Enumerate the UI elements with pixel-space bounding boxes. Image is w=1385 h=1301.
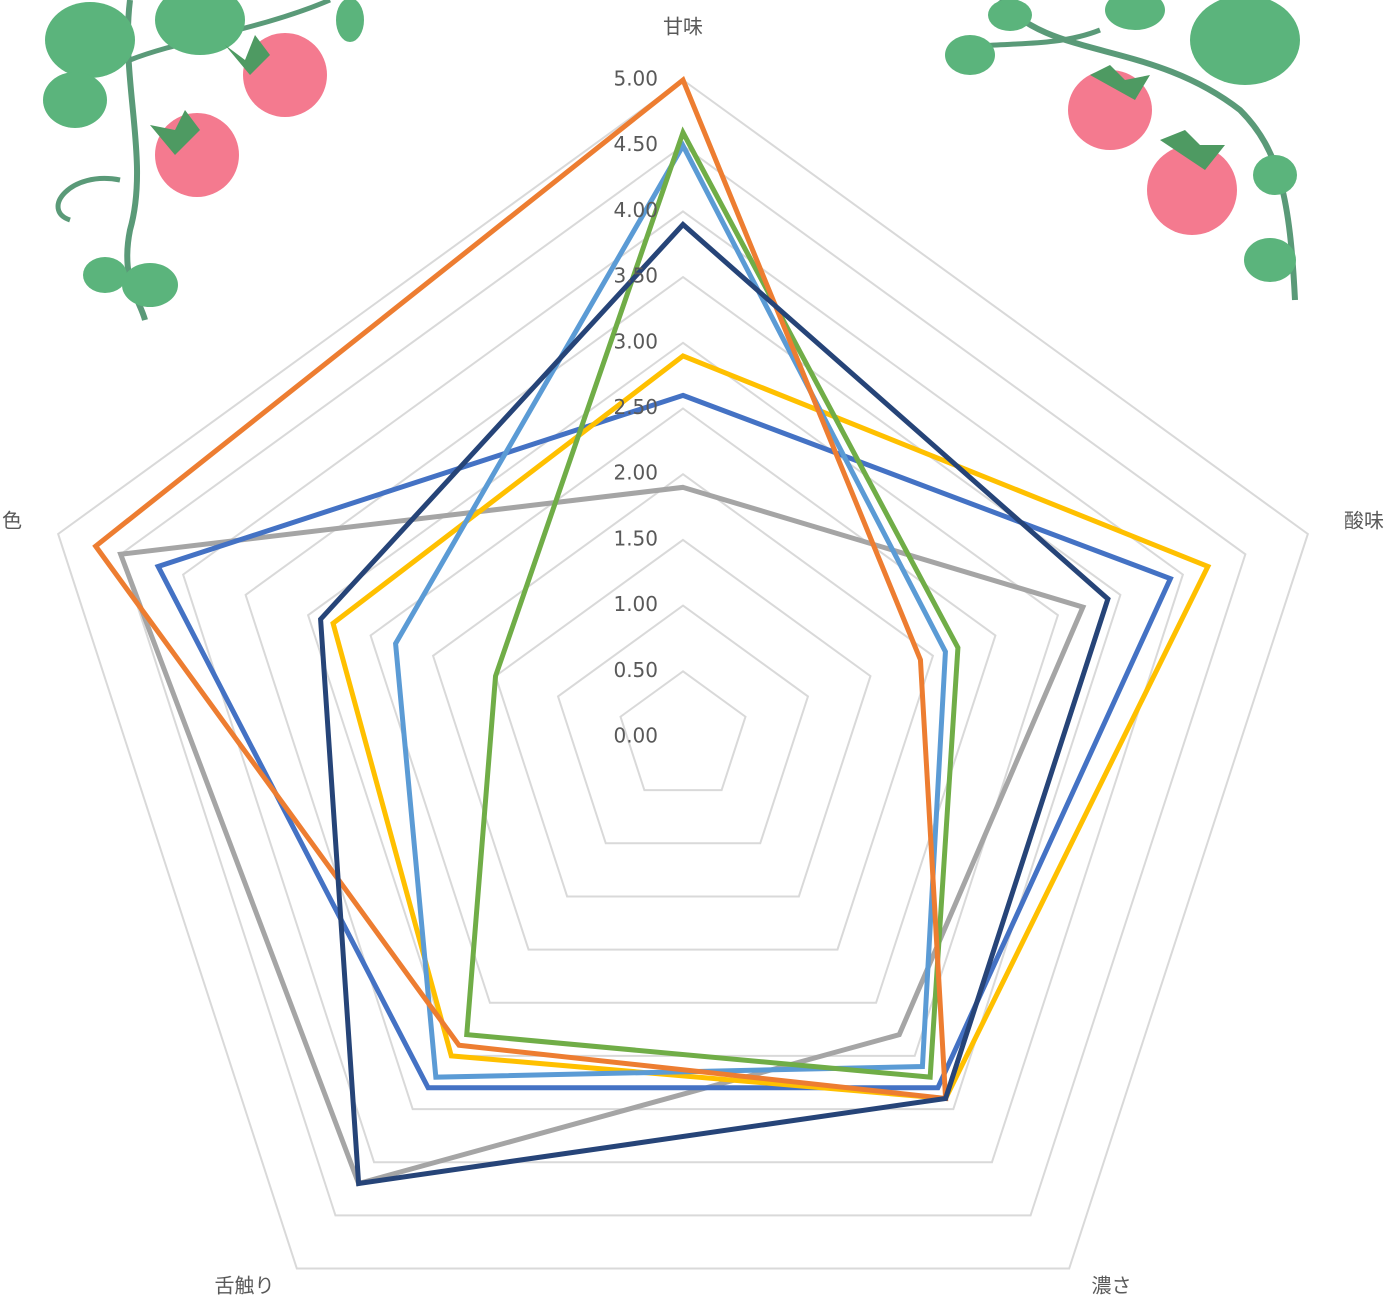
- r-tick-label: 4.00: [613, 198, 658, 222]
- category-label: 濃さ: [1092, 1274, 1132, 1298]
- category-label: 甘味: [663, 15, 703, 39]
- series-line: [393, 140, 948, 1080]
- r-tick-label: 3.50: [613, 264, 658, 288]
- category-label: 舌触り: [214, 1274, 274, 1298]
- grid-ring: [431, 472, 935, 951]
- r-tick-label: 3.00: [613, 329, 658, 353]
- category-label: 酸味: [1344, 509, 1384, 533]
- series: [92, 75, 1212, 1187]
- grid-ring: [369, 407, 997, 1004]
- series-line: [92, 75, 949, 1102]
- grid-ring: [556, 604, 810, 845]
- grid-ring: [244, 275, 1122, 1111]
- grid-ring: [494, 538, 872, 898]
- strawberry-decoration: [43, 0, 1300, 321]
- series-line: [464, 126, 961, 1080]
- r-tick-label: 2.50: [613, 395, 658, 419]
- grid-ring: [56, 78, 1310, 1270]
- r-tick-label: 2.00: [613, 461, 658, 485]
- r-tick-label: 1.00: [613, 592, 658, 616]
- r-tick-label: 4.50: [613, 132, 658, 156]
- grid-ring: [119, 144, 1247, 1217]
- r-tick-label: 0.00: [613, 724, 658, 748]
- labels: 0.00 0.50 1.00 1.50 2.00 2.50 3.00 3.50 4.00 4.50…: [2, 15, 1384, 1298]
- decoration-left: [43, 0, 364, 321]
- grid-ring: [181, 210, 1185, 1164]
- series-line: [318, 221, 1111, 1187]
- series-line: [154, 392, 1174, 1091]
- r-tick-label: 5.00: [613, 67, 658, 91]
- decoration-right: [945, 0, 1300, 301]
- r-tick-label: 0.50: [613, 658, 658, 682]
- r-tick-label: 1.50: [613, 526, 658, 550]
- series-line: [330, 353, 1212, 1102]
- series-line: [117, 484, 1087, 1187]
- grid-ring: [619, 670, 747, 792]
- category-label: 色: [2, 509, 22, 533]
